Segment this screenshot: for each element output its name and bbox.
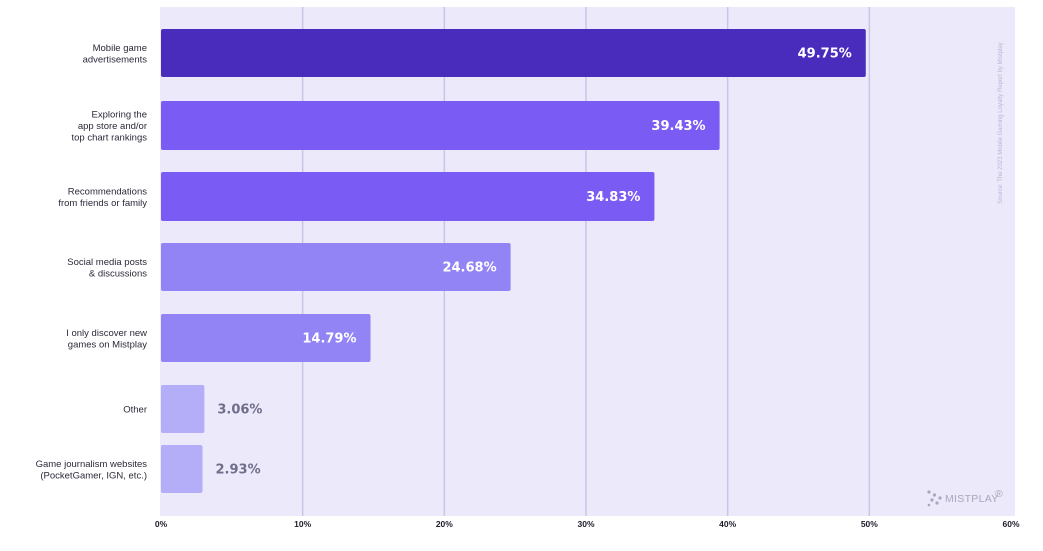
data-label: 24.68%: [442, 261, 496, 276]
category-label: Mobile game: [93, 43, 147, 54]
data-label: 34.83%: [586, 190, 640, 205]
category-label: Game journalism websites: [36, 459, 148, 470]
brand-mark: ®: [995, 488, 1003, 500]
mistplay-logo: MISTPLAY ®: [927, 488, 1003, 507]
bar: [161, 385, 205, 433]
category-label: advertisements: [83, 54, 148, 65]
bar: [161, 29, 866, 77]
category-label: (PocketGamer, IGN, etc.): [40, 470, 147, 481]
x-tick-label: 20%: [436, 519, 453, 529]
bar: [161, 314, 371, 362]
bar: [161, 172, 655, 221]
source-note: Source: The 2023 Mobile Gaming Loyalty R…: [998, 42, 1004, 204]
category-label: Recommendations: [68, 186, 147, 197]
category-label: & discussions: [89, 268, 147, 279]
x-tick-label: 30%: [577, 519, 594, 529]
brand-name: MISTPLAY: [945, 493, 999, 505]
category-label: Other: [123, 405, 147, 416]
data-label: 3.06%: [217, 403, 262, 418]
x-axis-ticks: 0% 10% 20% 30% 40% 50% 60%: [155, 519, 1020, 529]
bar: [161, 445, 203, 493]
bar: [161, 243, 511, 291]
x-tick-label: 50%: [861, 519, 878, 529]
category-label: top chart rankings: [71, 133, 147, 144]
data-label: 39.43%: [651, 119, 705, 134]
category-label: I only discover new: [66, 328, 147, 339]
category-label: Exploring the: [92, 110, 147, 121]
mistplay-dots-icon: [927, 490, 942, 507]
x-tick-label: 10%: [294, 519, 311, 529]
bars: 49.75% 39.43% 34.83% 24.68% 14.79% 3.06% 2.93%: [161, 29, 866, 493]
category-label: from friends or family: [58, 198, 147, 209]
category-label: app store and/or: [78, 121, 147, 132]
x-tick-label: 60%: [1002, 519, 1019, 529]
x-tick-label: 0%: [155, 519, 168, 529]
x-tick-label: 40%: [719, 519, 736, 529]
data-label: 49.75%: [798, 47, 852, 62]
category-label: Social media posts: [67, 257, 147, 268]
data-label: 14.79%: [302, 332, 356, 347]
data-label: 2.93%: [216, 463, 261, 478]
category-label: games on Mistplay: [68, 339, 147, 350]
bar: [161, 101, 720, 150]
